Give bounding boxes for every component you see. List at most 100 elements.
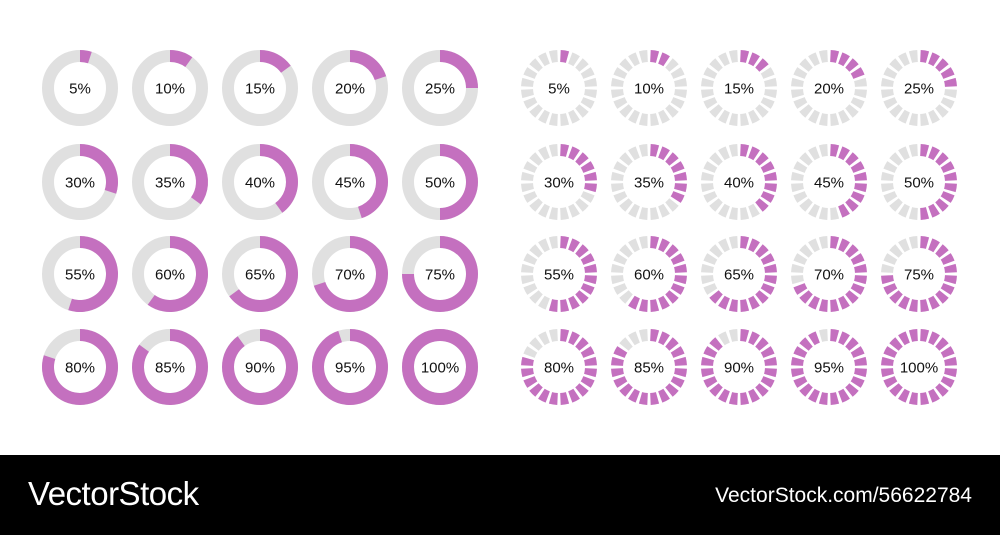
ring-segment-filled bbox=[665, 290, 679, 304]
ring-segment-filled bbox=[944, 77, 957, 87]
segmented-progress-ring: 85% bbox=[611, 329, 687, 405]
solid-progress-ring: 45% bbox=[312, 144, 389, 220]
ring-segment-filled bbox=[920, 207, 930, 220]
ring-segment-empty bbox=[793, 253, 808, 265]
ring-segment-filled bbox=[611, 368, 624, 378]
ring-segment-filled bbox=[650, 329, 660, 342]
ring-segment-filled bbox=[908, 329, 918, 342]
ring-segment-empty bbox=[791, 263, 804, 273]
ring-segment-filled bbox=[548, 299, 558, 312]
ring-segment-empty bbox=[529, 104, 543, 118]
ring-segment-empty bbox=[658, 203, 670, 218]
ring-segment-empty bbox=[718, 109, 730, 124]
ring-segment-filled bbox=[568, 295, 580, 310]
ring-segment-filled bbox=[928, 238, 940, 253]
ring-segment-filled bbox=[881, 368, 894, 378]
ring-segment-empty bbox=[740, 113, 750, 126]
ring-segment-filled bbox=[703, 376, 718, 388]
ring-segment-empty bbox=[628, 203, 640, 218]
percent-label: 20% bbox=[335, 81, 365, 98]
percent-label: 80% bbox=[65, 360, 95, 377]
ring-segment-filled bbox=[920, 329, 930, 342]
ring-segment-empty bbox=[718, 238, 730, 253]
ring-segment-filled bbox=[575, 290, 589, 304]
ring-segment-filled bbox=[799, 290, 813, 304]
solid-progress-ring: 75% bbox=[402, 236, 478, 312]
ring-segment-empty bbox=[793, 67, 808, 79]
ring-fill bbox=[41, 329, 118, 406]
ring-segment-empty bbox=[521, 183, 534, 193]
ring-segment-filled bbox=[944, 368, 957, 378]
segmented-progress-ring: 60% bbox=[611, 236, 687, 312]
ring-segment-filled bbox=[935, 337, 949, 351]
segmented-progress-ring: 55% bbox=[521, 236, 597, 312]
ring-segment-filled bbox=[881, 275, 894, 285]
ring-segment-filled bbox=[808, 295, 820, 310]
ring-segment-filled bbox=[674, 356, 687, 366]
ring-segment-empty bbox=[701, 89, 714, 99]
ring-segment-empty bbox=[638, 207, 648, 220]
ring-segment-filled bbox=[670, 191, 685, 203]
ring-segment-filled bbox=[638, 299, 648, 312]
ring-segment-empty bbox=[538, 238, 550, 253]
ring-segment-filled bbox=[940, 191, 955, 203]
ring-segment-filled bbox=[580, 253, 595, 265]
ring-segment-filled bbox=[584, 183, 597, 193]
ring-segment-filled bbox=[764, 356, 777, 366]
solid-progress-ring: 20% bbox=[312, 50, 388, 126]
ring-segment-empty bbox=[908, 236, 918, 249]
ring-segment-filled bbox=[928, 331, 940, 346]
ring-segment-empty bbox=[650, 207, 660, 220]
ring-segment-empty bbox=[529, 198, 543, 212]
ring-segment-empty bbox=[944, 89, 957, 99]
ring-segment-filled bbox=[748, 52, 760, 67]
percent-label: 40% bbox=[245, 175, 275, 192]
percent-label: 10% bbox=[155, 81, 185, 98]
ring-segment-empty bbox=[818, 236, 828, 249]
ring-segment-empty bbox=[674, 77, 687, 87]
ring-segment-filled bbox=[665, 152, 679, 166]
ring-segment-empty bbox=[613, 283, 628, 295]
ring-segment-filled bbox=[580, 376, 595, 388]
ring-segment-empty bbox=[799, 244, 813, 258]
segmented-progress-ring: 95% bbox=[791, 329, 867, 405]
ring-segment-filled bbox=[748, 238, 760, 253]
ring-segment-filled bbox=[808, 388, 820, 403]
percent-label: 80% bbox=[544, 360, 574, 377]
ring-segment-filled bbox=[799, 383, 813, 397]
segmented-progress-ring: 20% bbox=[791, 50, 867, 126]
ring-segment-empty bbox=[548, 329, 558, 342]
ring-segment-filled bbox=[940, 161, 955, 173]
percent-label: 95% bbox=[335, 360, 365, 377]
brand-logo-text: VectorStock bbox=[28, 475, 199, 512]
ring-segment-empty bbox=[808, 238, 820, 253]
ring-segment-filled bbox=[584, 171, 597, 181]
ring-segment-empty bbox=[883, 97, 898, 109]
ring-segment-empty bbox=[889, 104, 903, 118]
ring-segment-filled bbox=[940, 283, 955, 295]
ring-segment-empty bbox=[523, 283, 538, 295]
ring-segment-filled bbox=[703, 346, 718, 358]
watermark-footer: VectorStock VectorStock.com/56622784 bbox=[0, 455, 1000, 535]
ring-segment-empty bbox=[580, 67, 595, 79]
ring-segment-filled bbox=[674, 263, 687, 273]
ring-segment-filled bbox=[658, 331, 670, 346]
ring-segment-empty bbox=[748, 203, 760, 218]
ring-segment-empty bbox=[575, 104, 589, 118]
ring-segment-empty bbox=[628, 146, 640, 161]
ring-segment-empty bbox=[523, 346, 538, 358]
ring-segment-empty bbox=[548, 50, 558, 63]
ring-segment-filled bbox=[838, 203, 850, 218]
ring-segment-empty bbox=[799, 58, 813, 72]
ring-segment-filled bbox=[658, 146, 670, 161]
ring-segment-empty bbox=[521, 275, 534, 285]
segmented-progress-ring: 80% bbox=[521, 329, 597, 405]
ring-segment-filled bbox=[920, 236, 930, 249]
ring-segment-empty bbox=[718, 203, 730, 218]
solid-progress-ring: 95% bbox=[312, 329, 388, 406]
ring-segment-empty bbox=[889, 58, 903, 72]
ring-segment-empty bbox=[709, 104, 723, 118]
ring-segment-empty bbox=[628, 331, 640, 346]
ring-segment-filled bbox=[898, 295, 910, 310]
ring-segment-empty bbox=[568, 203, 580, 218]
